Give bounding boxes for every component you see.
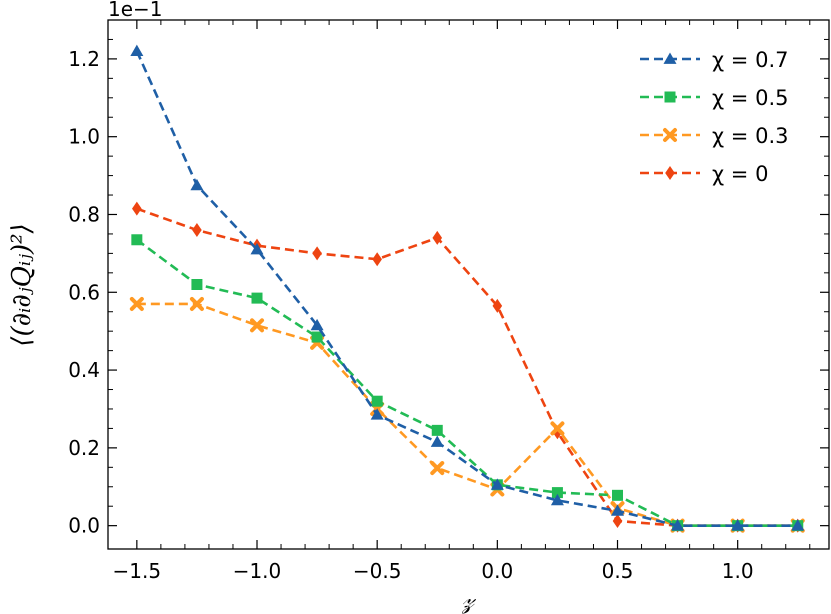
x-tick-label: 1.0 bbox=[722, 559, 754, 583]
series-x bbox=[129, 296, 805, 533]
x-tick-label: −1.0 bbox=[233, 559, 282, 583]
y-tick-label: 0.8 bbox=[68, 202, 100, 226]
data-point bbox=[431, 424, 443, 436]
data-point bbox=[312, 246, 322, 261]
y-tick-label: 0.6 bbox=[68, 280, 100, 304]
plot-frame bbox=[107, 19, 830, 550]
data-point bbox=[671, 519, 685, 531]
y-tick-label: 0.2 bbox=[68, 436, 100, 460]
data-point bbox=[250, 242, 264, 255]
x-tick-label: −1.5 bbox=[113, 559, 162, 583]
data-point bbox=[551, 487, 563, 499]
data-point bbox=[791, 519, 805, 531]
y-tick-label: 0.0 bbox=[68, 514, 100, 538]
data-point bbox=[370, 408, 384, 420]
data-point bbox=[192, 223, 202, 238]
data-point bbox=[611, 504, 625, 516]
data-point bbox=[130, 44, 144, 56]
data-point bbox=[251, 292, 263, 304]
data-point bbox=[132, 201, 142, 216]
data-point bbox=[612, 489, 624, 501]
legend-marker bbox=[664, 91, 676, 103]
data-point bbox=[612, 513, 623, 528]
series-triangle bbox=[130, 44, 805, 531]
series-line bbox=[135, 50, 798, 527]
series-diamond bbox=[132, 201, 803, 533]
legend-label: χ = 0.3 bbox=[712, 124, 788, 148]
series-square bbox=[131, 234, 804, 532]
legend-marker bbox=[663, 128, 677, 142]
x-axis-label: 𝓏 bbox=[461, 585, 477, 614]
y-tick-label: 0.4 bbox=[68, 358, 100, 382]
data-point bbox=[552, 425, 563, 440]
data-point bbox=[250, 318, 265, 333]
legend-marker bbox=[665, 166, 675, 180]
legend: χ = 0.7 χ = 0.5 χ = 0.3 χ = 0 bbox=[640, 48, 788, 186]
data-point bbox=[372, 252, 382, 267]
ticks-layer: −1.5 −1.0 −0.5 0.0 0.5 1.0 0.0 0.2 0.4 0.6 0.8 1.0 1… bbox=[68, 20, 829, 583]
data-point bbox=[430, 435, 444, 447]
legend-entry: χ = 0.5 bbox=[640, 86, 788, 110]
legend-entry: χ = 0.7 bbox=[640, 48, 788, 72]
data-point bbox=[311, 331, 323, 343]
legend-entry: χ = 0 bbox=[640, 162, 768, 186]
x-tick-label: 0.0 bbox=[481, 559, 513, 583]
data-point bbox=[550, 493, 564, 506]
legend-entry: χ = 0.3 bbox=[640, 124, 788, 148]
data-point bbox=[129, 296, 144, 311]
data-point bbox=[310, 318, 324, 331]
y-axis-label: ⟨(∂ᵢ∂ⱼQᵢⱼ)²⟩ bbox=[7, 223, 37, 346]
data-point bbox=[191, 279, 203, 290]
data-point bbox=[432, 230, 443, 245]
series-line bbox=[136, 238, 798, 527]
data-point bbox=[430, 461, 445, 476]
x-tick-label: 0.5 bbox=[602, 559, 634, 583]
legend-label: χ = 0.7 bbox=[712, 48, 788, 72]
data-point bbox=[492, 298, 503, 313]
y-tick-label: 1.2 bbox=[68, 47, 100, 71]
data-point bbox=[731, 519, 745, 531]
series-line bbox=[136, 302, 798, 527]
data-point bbox=[189, 296, 204, 311]
series-layer bbox=[129, 44, 805, 533]
y-tick-label: 1.0 bbox=[68, 125, 100, 149]
data-point bbox=[550, 421, 565, 436]
series-line bbox=[136, 207, 798, 527]
data-point bbox=[190, 178, 204, 191]
data-point bbox=[490, 478, 504, 490]
x-tick-label: −0.5 bbox=[353, 559, 402, 583]
data-point bbox=[371, 395, 383, 407]
legend-marker bbox=[663, 52, 677, 64]
legend-label: χ = 0.5 bbox=[712, 86, 788, 110]
y-offset-label: 1e−1 bbox=[108, 0, 163, 21]
data-point bbox=[131, 234, 143, 246]
legend-label: χ = 0 bbox=[712, 162, 768, 186]
